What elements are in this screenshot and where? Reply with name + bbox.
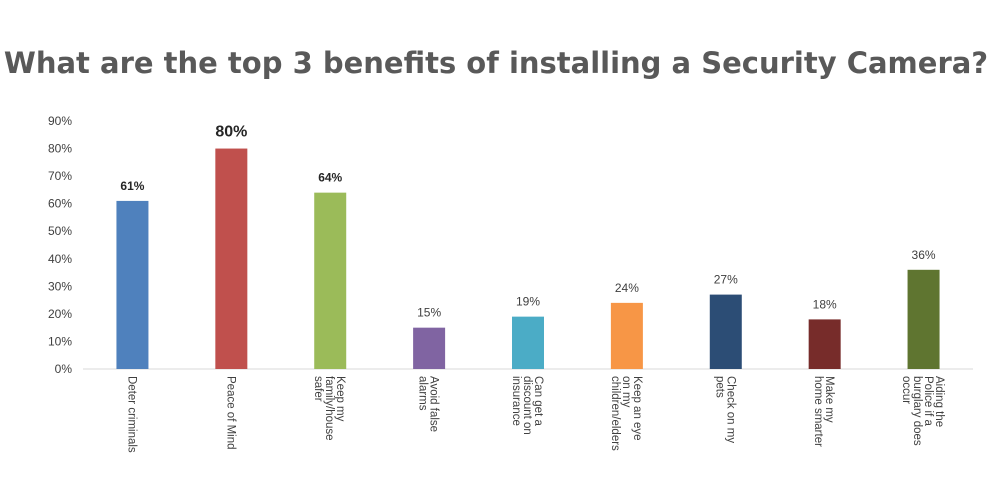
bar bbox=[116, 200, 149, 369]
data-label: 24% bbox=[615, 281, 639, 295]
y-tick-label: 0% bbox=[55, 362, 73, 376]
y-tick-label: 80% bbox=[48, 142, 72, 156]
y-tick-label: 60% bbox=[48, 197, 72, 211]
x-category-label: Peace of Mind bbox=[224, 376, 236, 450]
y-tick-label: 90% bbox=[48, 114, 72, 128]
data-label: 36% bbox=[912, 248, 936, 262]
bar bbox=[314, 192, 347, 369]
x-category-label-line: children/elders bbox=[609, 376, 621, 451]
data-label: 15% bbox=[417, 306, 441, 320]
x-axis-labels: Deter criminals Peace of Mind Keep myfamil… bbox=[125, 376, 945, 453]
x-category-label-line: Keep my bbox=[334, 376, 346, 422]
bar bbox=[709, 294, 742, 369]
x-category-label-line: safer bbox=[312, 376, 324, 402]
x-category-label-line: pets bbox=[713, 376, 725, 398]
x-category-label-line: insurance bbox=[510, 376, 522, 426]
y-tick-label: 70% bbox=[48, 169, 72, 183]
x-category-label-line: burglary does bbox=[911, 376, 923, 446]
data-labels: 61% 80% 64% 15% 19% 24% 27% 18% 36% bbox=[120, 124, 935, 320]
x-category-label-line: Deter criminals bbox=[125, 376, 137, 453]
data-label: 19% bbox=[516, 295, 540, 309]
bar bbox=[610, 302, 643, 369]
bar bbox=[808, 319, 841, 369]
x-category-label-line: Police if a bbox=[922, 376, 934, 426]
y-tick-label: 20% bbox=[48, 307, 72, 321]
x-category-label-line: occur bbox=[900, 376, 912, 404]
y-tick-label: 30% bbox=[48, 279, 72, 293]
data-label: 80% bbox=[215, 124, 247, 141]
bars bbox=[116, 148, 940, 369]
bar bbox=[215, 148, 248, 369]
x-category-label-line: Check on my bbox=[724, 376, 736, 443]
chart-title: What are the top 3 benefits of installin… bbox=[4, 46, 988, 80]
y-tick-label: 50% bbox=[48, 224, 72, 238]
bar bbox=[907, 269, 940, 369]
bar bbox=[413, 327, 446, 369]
x-category-label-line: alarms bbox=[417, 376, 429, 411]
bar bbox=[512, 316, 544, 369]
y-tick-label: 40% bbox=[48, 252, 72, 266]
x-category-label-line: discount on bbox=[521, 376, 533, 435]
x-category-label-line: home smarter bbox=[812, 376, 824, 447]
y-axis: 0% 10% 20% 30% 40% 50% 60% 70% 80% 90% bbox=[48, 114, 72, 376]
x-category-label-line: Can get a bbox=[532, 376, 544, 426]
data-label: 61% bbox=[120, 179, 144, 193]
x-category-label-line: Aiding the bbox=[933, 376, 945, 427]
x-category-label-line: Avoid false bbox=[428, 376, 440, 432]
x-category-label-line: on my bbox=[620, 376, 632, 408]
x-category-label-line: Peace of Mind bbox=[224, 376, 236, 450]
x-category-label-line: Keep an eye bbox=[631, 376, 643, 441]
x-category-label: Deter criminals bbox=[125, 376, 137, 453]
data-label: 64% bbox=[318, 171, 342, 185]
y-tick-label: 10% bbox=[48, 334, 72, 348]
data-label: 18% bbox=[813, 297, 837, 311]
x-category-label-line: Make my bbox=[823, 376, 835, 423]
x-category-label-line: family/house bbox=[323, 376, 335, 441]
data-label: 27% bbox=[714, 273, 738, 287]
